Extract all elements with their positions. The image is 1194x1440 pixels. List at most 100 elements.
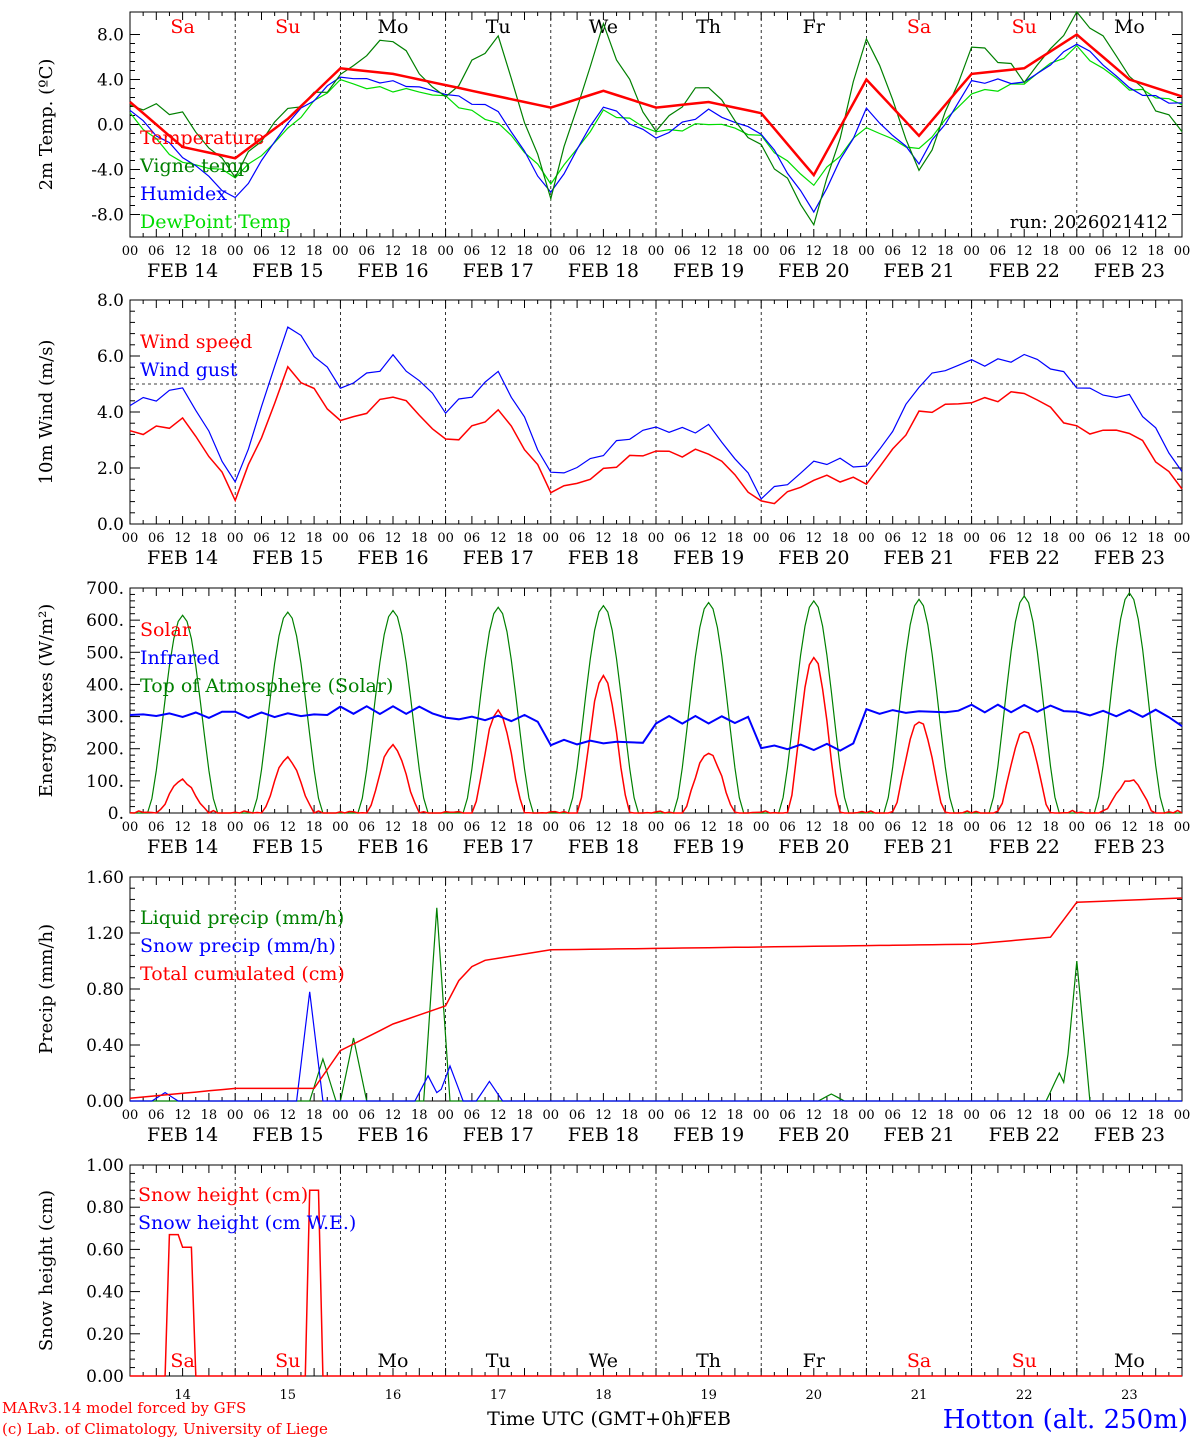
x-date-label: FEB 20 xyxy=(778,836,849,858)
x-date-label: FEB 18 xyxy=(568,836,639,858)
y-tick-label: 0.0 xyxy=(97,515,124,535)
y-tick-label: -4.0 xyxy=(91,161,124,181)
x-hour-label: 18 xyxy=(306,244,323,259)
x-hour-label: 12 xyxy=(1016,531,1033,546)
x-hour-label: 06 xyxy=(674,1108,691,1123)
weekday-label: Th xyxy=(696,1350,721,1372)
x-hour-label: 12 xyxy=(700,820,717,835)
x-hour-label: 18 xyxy=(201,244,218,259)
x-hour-label: 18 xyxy=(937,244,954,259)
weekday-label: Sa xyxy=(907,1350,931,1372)
x-hour-label: 18 xyxy=(201,531,218,546)
x-hour-label: 12 xyxy=(174,1108,191,1123)
x-axis-month: FEB xyxy=(690,1408,731,1430)
x-hour-label: 00 xyxy=(753,531,770,546)
x-hour-label: 00 xyxy=(227,820,244,835)
x-hour-label: 18 xyxy=(727,820,744,835)
x-hour-label: 12 xyxy=(174,244,191,259)
x-hour-label: 12 xyxy=(385,244,402,259)
x-hour-label: 00 xyxy=(332,531,349,546)
x-hour-label: 06 xyxy=(1095,1108,1112,1123)
legend-label: Vigne temp xyxy=(139,155,250,177)
y-tick-label: 0. xyxy=(108,804,124,824)
x-hour-label: 18 xyxy=(832,1108,849,1123)
x-hour-label: 18 xyxy=(1042,531,1059,546)
x-hour-label: 18 xyxy=(727,1108,744,1123)
x-hour-label: 00 xyxy=(122,820,139,835)
x-date-label: FEB 21 xyxy=(883,836,954,858)
x-hour-label: 06 xyxy=(358,1108,375,1123)
weekday-label: Tu xyxy=(486,16,511,38)
x-hour-label: 18 xyxy=(727,531,744,546)
x-date-label: FEB 17 xyxy=(463,836,534,858)
weekday-label: Su xyxy=(1012,1350,1037,1372)
x-hour-label: 12 xyxy=(1016,820,1033,835)
x-hour-label: 12 xyxy=(1121,1108,1138,1123)
x-hour-label: 12 xyxy=(385,531,402,546)
y-tick-label: 1.20 xyxy=(86,924,124,944)
x-hour-label: 12 xyxy=(174,531,191,546)
x-hour-label: 12 xyxy=(700,531,717,546)
x-hour-label: 00 xyxy=(1069,1108,1086,1123)
legend-label: Snow height (cm W.E.) xyxy=(138,1212,356,1234)
weekday-label: Mo xyxy=(378,16,409,38)
x-hour-label: 06 xyxy=(884,244,901,259)
x-hour-label: 18 xyxy=(621,1108,638,1123)
y-tick-label: 0.80 xyxy=(86,1198,124,1218)
x-date-label: FEB 18 xyxy=(568,547,639,569)
x-hour-label: 18 xyxy=(201,1108,218,1123)
x-hour-label: 00 xyxy=(1174,1108,1191,1123)
y-tick-label: 200. xyxy=(86,740,124,760)
x-hour-label: 06 xyxy=(464,531,481,546)
x-hour-label: 12 xyxy=(385,1108,402,1123)
x-date-label: FEB 14 xyxy=(147,547,218,569)
x-hour-label: 06 xyxy=(358,244,375,259)
x-hour-label: 06 xyxy=(253,531,270,546)
series-line-solar xyxy=(129,656,1183,814)
x-hour-label: 12 xyxy=(700,244,717,259)
x-day-number: 17 xyxy=(490,1388,507,1403)
x-hour-label: 00 xyxy=(437,531,454,546)
x-hour-label: 00 xyxy=(648,820,665,835)
y-tick-label: 8.0 xyxy=(97,26,124,46)
y-tick-label: 6.0 xyxy=(97,347,124,367)
x-hour-label: 06 xyxy=(779,244,796,259)
plot-frame xyxy=(129,299,1183,525)
x-hour-label: 06 xyxy=(464,1108,481,1123)
legend-label: Liquid precip (mm/h) xyxy=(140,907,344,929)
y-tick-label: 8.0 xyxy=(97,291,124,311)
x-hour-label: 12 xyxy=(806,1108,823,1123)
legend-label: Wind gust xyxy=(140,359,238,381)
x-date-label: FEB 20 xyxy=(778,1124,849,1146)
weekday-label: Tu xyxy=(486,1350,511,1372)
x-hour-label: 12 xyxy=(280,1108,297,1123)
x-hour-label: 12 xyxy=(1121,820,1138,835)
y-tick-label: 0.00 xyxy=(86,1092,124,1112)
legend-label: Snow height (cm) xyxy=(138,1184,308,1206)
x-hour-label: 06 xyxy=(358,531,375,546)
y-tick-label: 0.0 xyxy=(97,116,124,136)
model-credit: MARv3.14 model forced by GFS xyxy=(2,1399,246,1417)
x-hour-label: 00 xyxy=(753,244,770,259)
x-date-label: FEB 16 xyxy=(357,547,428,569)
x-hour-label: 18 xyxy=(516,531,533,546)
x-hour-label: 00 xyxy=(437,820,454,835)
x-hour-label: 00 xyxy=(858,531,875,546)
x-hour-label: 00 xyxy=(543,1108,560,1123)
run-annotation: run: 2026021412 xyxy=(1010,212,1168,233)
x-hour-label: 18 xyxy=(1147,531,1164,546)
x-hour-label: 12 xyxy=(490,244,507,259)
x-date-label: FEB 16 xyxy=(357,1124,428,1146)
x-day-number: 15 xyxy=(280,1388,297,1403)
x-hour-label: 00 xyxy=(332,820,349,835)
x-date-label: FEB 17 xyxy=(463,547,534,569)
x-date-label: FEB 19 xyxy=(673,836,744,858)
x-hour-label: 00 xyxy=(1069,820,1086,835)
x-hour-label: 12 xyxy=(1016,1108,1033,1123)
legend-label: Wind speed xyxy=(140,331,252,353)
x-hour-label: 00 xyxy=(858,244,875,259)
weekday-label: Mo xyxy=(1114,1350,1145,1372)
x-hour-label: 00 xyxy=(648,1108,665,1123)
x-hour-label: 06 xyxy=(990,1108,1007,1123)
x-date-label: FEB 15 xyxy=(252,260,323,282)
